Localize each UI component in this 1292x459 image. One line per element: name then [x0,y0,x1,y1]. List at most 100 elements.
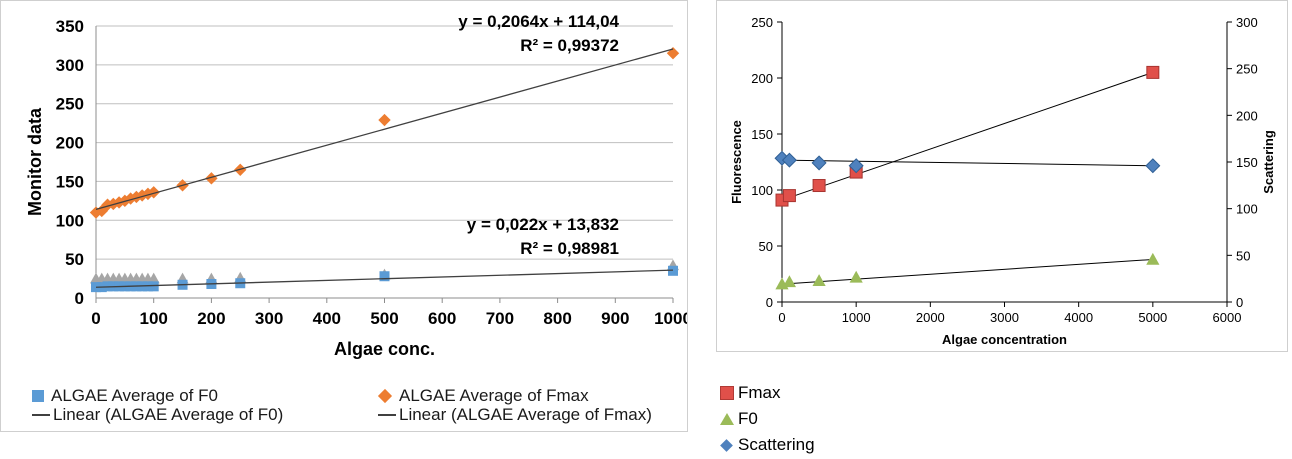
y-tick-label: 200 [56,134,84,153]
y2-tick-label: 100 [1236,202,1258,217]
legend-item-fmax-right: Fmax [720,383,781,403]
x-tick-label: 600 [428,309,456,328]
data-point-triangle [812,274,826,286]
data-point-diamond [101,198,114,211]
y2-tick-label: 150 [1236,155,1258,170]
legend-item-f0: ALGAE Average of F0 [32,386,218,406]
x-tick-label: 0 [91,309,100,328]
data-point-diamond [89,206,103,219]
legend-label-scattering: Scattering [738,435,815,454]
y-tick-label: 150 [751,127,773,142]
data-point-diamond [1145,158,1161,174]
trendline [781,71,1153,201]
trendline [95,48,674,211]
data-point-diamond [378,113,391,127]
x-tick-label: 800 [543,309,571,328]
y-axis-title: Monitor data [25,107,45,216]
legend-marker-diamond-icon [377,388,393,404]
legend-label-linear-f0: Linear (ALGAE Average of F0) [53,405,284,424]
x-tick-label: 400 [313,309,341,328]
y-tick-label: 0 [766,295,773,310]
x-tick-label: 2000 [916,310,945,325]
data-point-diamond [811,155,827,171]
legend-marker-square-icon [32,390,44,402]
legend-item-fmax: ALGAE Average of Fmax [377,386,589,406]
left-chart: 0 50 100 150 200 250 300 350 0 100 200 300 400 500 600… [25,12,692,359]
trendline-equation-label: R² = 0,98981 [520,239,619,258]
y-tick-label: 50 [759,239,773,254]
x-tick-label: 900 [601,309,629,328]
trendline-equation-label: R² = 0,99372 [520,36,619,55]
x-tick-label: 100 [140,309,168,328]
data-point-triangle [147,272,160,284]
x-tick-label: 0 [778,310,785,325]
data-point-diamond [666,47,680,60]
y-tick-label: 350 [56,17,84,36]
data-point-diamond [135,189,149,202]
data-point-diamond [205,172,218,185]
right-chart-panel: 0 50 100 150 200 250 0 50 100 150 200 250 300 0 1000 20… [716,0,1288,352]
x-axis-title: Algae concentration [942,332,1067,347]
y-tick-label: 300 [56,56,84,75]
legend-label-fmax: ALGAE Average of Fmax [399,386,589,405]
data-point-square [148,281,159,292]
legend-line-icon [32,414,50,416]
legend-label-fmax-right: Fmax [738,383,781,402]
trendline [781,258,1153,285]
y-axis-title: Fluorescence [729,120,744,204]
y-tick-label: 150 [56,172,84,191]
x-tick-label: 1000 [842,310,871,325]
data-point-diamond [848,158,864,174]
y2-tick-label: 200 [1236,108,1258,123]
trendline-equation-label: y = 0,022x + 13,832 [467,215,619,234]
legend-item-linear-fmax: Linear (ALGAE Average of Fmax) [378,405,652,425]
legend-marker-triangle-icon [720,413,734,425]
y-tick-label: 200 [751,71,773,86]
data-point-diamond [147,186,160,199]
y-tick-label: 250 [751,15,773,30]
y-tick-label: 50 [65,250,84,269]
y-tick-label: 250 [56,95,84,114]
y2-tick-label: 0 [1236,295,1243,310]
trendline [95,269,674,288]
data-point-diamond [781,152,797,168]
trendline [781,159,1153,167]
legend-item-f0-right: F0 [720,409,758,429]
y2-axis-title: Scattering [1261,130,1276,194]
legend-line-icon [378,414,396,416]
data-point-diamond [95,204,108,218]
y2-tick-label: 300 [1236,15,1258,30]
legend-label-f0-right: F0 [738,409,758,428]
y2-tick-label: 50 [1236,248,1250,263]
x-axis-title: Algae conc. [334,339,435,359]
x-tick-label: 500 [370,309,398,328]
data-point-triangle [782,275,797,288]
legend-marker-diamond-icon [720,438,733,452]
data-point-square [782,189,796,203]
x-tick-label: 1000 [654,309,687,328]
data-point-triangle [849,270,863,283]
data-point-square [1146,65,1160,79]
legend-label-f0: ALGAE Average of F0 [51,386,218,405]
y-tick-label: 0 [75,289,84,308]
trendline-equation-label: y = 0,2064x + 114,04 [458,12,619,31]
legend-label-linear-fmax: Linear (ALGAE Average of Fmax) [399,405,652,424]
x-tick-label: 4000 [1064,310,1093,325]
data-point-square [812,179,826,193]
data-point-square [379,271,390,282]
legend-item-linear-f0: Linear (ALGAE Average of F0) [32,405,283,425]
y-tick-label: 100 [751,183,773,198]
x-tick-label: 6000 [1213,310,1242,325]
data-point-triangle [1146,252,1160,265]
x-tick-label: 3000 [990,310,1019,325]
y2-tick-label: 250 [1236,62,1258,77]
legend-item-scattering: Scattering [720,435,815,455]
x-tick-label: 300 [255,309,283,328]
x-tick-label: 200 [197,309,225,328]
x-tick-label: 700 [486,309,514,328]
y-tick-label: 100 [56,211,84,230]
data-point-diamond [141,187,155,201]
legend-marker-square-icon [720,386,734,400]
left-chart-panel: 0 50 100 150 200 250 300 350 0 100 200 300 400 500 600… [0,0,692,432]
